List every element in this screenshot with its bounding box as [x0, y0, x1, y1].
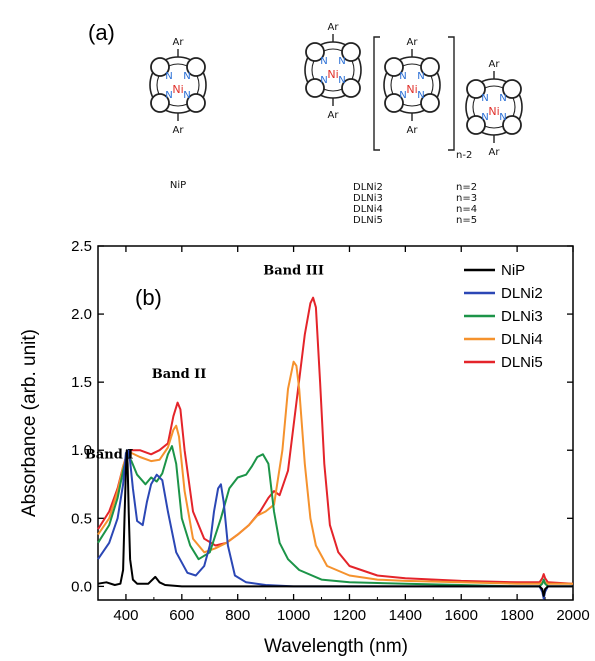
nickel-label: Ni [172, 83, 183, 96]
oligomer-right-unit: Ar Ar N N N N Ni [465, 59, 523, 158]
series-line-dlni2 [97, 449, 573, 600]
legend: NiP DLNi2 DLNi3 DLNi4 DLNi5 [464, 262, 543, 371]
x-tick-label: 400 [113, 607, 138, 624]
y-ticks: 0.0 0.5 1.0 1.5 2.0 2.5 [71, 238, 573, 595]
nitrogen-label: N [499, 112, 506, 123]
oligomer-n: n=5 [456, 215, 477, 226]
panel-b-label: (b) [135, 285, 162, 310]
nitrogen-label: N [417, 71, 424, 82]
ar-label: Ar [407, 125, 419, 136]
legend-label-dlni5: DLNi5 [501, 354, 543, 371]
nitrogen-label: N [183, 71, 190, 82]
x-tick-label: 1400 [389, 607, 422, 624]
y-tick-label: 1.5 [71, 374, 92, 391]
series-line-dlni5 [97, 296, 574, 585]
x-ticks: 400 600 800 1000 1200 1400 1600 1800 2000 [97, 246, 590, 624]
nitrogen-label: N [165, 71, 172, 82]
oligomer-name: DLNi4 [353, 204, 383, 215]
ar-bottom-label: Ar [173, 125, 185, 136]
nitrogen-label: N [417, 90, 424, 101]
ar-label: Ar [489, 59, 501, 70]
oligomer-left-unit: Ar Ar N N N N Ni [304, 22, 362, 121]
nitrogen-label: N [481, 93, 488, 104]
band-iii-annotation: Band III [263, 264, 324, 279]
y-tick-label: 2.5 [71, 238, 92, 255]
legend-label-nip: NiP [501, 262, 525, 279]
panel-a-label: (a) [88, 20, 115, 45]
x-tick-label: 600 [169, 607, 194, 624]
x-tick-label: 1200 [333, 607, 366, 624]
oligomer-n: n=2 [456, 182, 477, 193]
nip-name: NiP [170, 180, 186, 191]
x-axis-label: Wavelength (nm) [264, 636, 408, 657]
repeat-bracket-right [448, 36, 455, 151]
nitrogen-label: N [481, 112, 488, 123]
nitrogen-label: N [320, 56, 327, 67]
ar-label: Ar [489, 147, 501, 158]
x-tick-label: 1600 [445, 607, 478, 624]
ar-top-label: Ar [173, 37, 185, 48]
x-tick-label: 800 [225, 607, 250, 624]
y-tick-label: 0.0 [71, 578, 92, 595]
nitrogen-label: N [338, 75, 345, 86]
ar-label: Ar [328, 110, 340, 121]
band-i-annotation: Band I [85, 447, 134, 462]
oligomer-name-list: DLNi2 DLNi3 DLNi4 DLNi5 n=2 n=3 n=4 n=5 [353, 182, 477, 226]
nitrogen-label: N [399, 71, 406, 82]
x-tick-label: 1800 [500, 607, 533, 624]
oligomer-n: n=4 [456, 204, 477, 215]
nitrogen-label: N [320, 75, 327, 86]
series-line-dlni4 [97, 360, 573, 585]
bracket-n-label: n-2 [456, 150, 472, 161]
y-tick-label: 2.0 [71, 306, 92, 323]
ar-label: Ar [328, 22, 340, 33]
plot-frame [97, 245, 574, 601]
ar-label: Ar [407, 37, 419, 48]
y-tick-label: 0.5 [71, 510, 92, 527]
y-tick-label: 1.0 [71, 442, 92, 459]
oligomer-name: DLNi2 [353, 182, 383, 193]
series-line-nip [97, 449, 573, 597]
oligomer-name: DLNi5 [353, 215, 383, 226]
repeat-bracket-left [373, 36, 380, 151]
nip-structure: Ar Ar N N N N Ni [149, 37, 207, 136]
nitrogen-label: N [338, 56, 345, 67]
legend-label-dlni4: DLNi4 [501, 331, 543, 348]
nickel-label: Ni [327, 68, 338, 81]
nitrogen-label: N [499, 93, 506, 104]
oligomer-name: DLNi3 [353, 193, 383, 204]
nickel-label: Ni [488, 105, 499, 118]
nitrogen-label: N [183, 90, 190, 101]
oligomer-n: n=3 [456, 193, 477, 204]
band-ii-annotation: Band II [152, 367, 207, 382]
oligomer-middle-unit: Ar Ar N N N N Ni [383, 37, 441, 136]
panel-a: (a) Ar Ar N N N N Ni NiP Ar Ar N N N N N… [88, 20, 523, 226]
y-axis-label: Absorbance (arb. unit) [19, 329, 40, 517]
x-tick-label: 2000 [556, 607, 589, 624]
nitrogen-label: N [399, 90, 406, 101]
legend-label-dlni2: DLNi2 [501, 285, 543, 302]
nitrogen-label: N [165, 90, 172, 101]
series-layer [97, 296, 574, 600]
x-tick-label: 1000 [277, 607, 310, 624]
legend-label-dlni3: DLNi3 [501, 308, 543, 325]
panel-b-chart: 0.0 0.5 1.0 1.5 2.0 2.5 400 600 800 1000 1200 1400… [19, 238, 590, 657]
nickel-label: Ni [406, 83, 417, 96]
